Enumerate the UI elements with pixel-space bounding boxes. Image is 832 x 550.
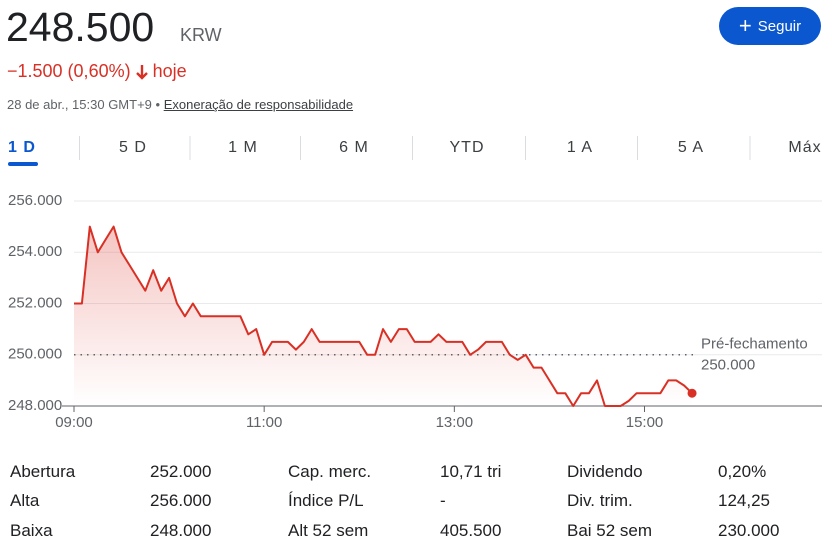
tab[interactable]: 1 A (566, 139, 594, 156)
stat-value: 248.000 (150, 521, 212, 540)
plus-icon: + (738, 13, 752, 38)
price: 248.500 (6, 4, 155, 50)
tab[interactable]: 1 M (228, 139, 258, 156)
x-tick-label: 13:00 (436, 414, 474, 431)
change: −1.500 (0,60%) hoje (7, 61, 187, 82)
tab[interactable]: Máx (788, 139, 822, 156)
stat-label: Índice P/L (288, 491, 364, 510)
stat-value: 10,71 tri (440, 462, 502, 481)
timestamp: 28 de abr., 15:30 GMT+9 • (7, 97, 161, 112)
y-tick-label: 252.000 (8, 294, 62, 311)
disclaimer-link[interactable]: Exoneração de responsabilidade (163, 97, 354, 112)
stat-value: 230.000 (718, 521, 780, 540)
follow-label: Seguir (757, 17, 802, 35)
stat-label: Bai 52 sem (567, 521, 653, 540)
follow-button[interactable]: + Seguir (719, 7, 821, 45)
currency: KRW (180, 25, 222, 45)
stat-value: 405.500 (440, 521, 502, 540)
price-line (74, 225, 693, 407)
x-tick-label: 11:00 (246, 414, 282, 431)
stat-value: 124,25 (718, 491, 770, 510)
tab-indicator (8, 162, 38, 166)
stat-label: Dividendo (567, 462, 643, 481)
x-tick-label: 15:00 (626, 414, 664, 431)
period: hoje (152, 61, 187, 81)
tab[interactable]: 1 D (8, 139, 36, 156)
tab[interactable]: 6 M (339, 139, 369, 156)
down-arrow (135, 64, 148, 80)
area (74, 226, 693, 406)
stat-value: 0,20% (718, 462, 767, 481)
stat-label: Baixa (10, 521, 53, 540)
stat-label: Cap. merc. (288, 462, 372, 481)
tab[interactable]: 5 A (677, 139, 705, 156)
y-tick-label: 250.000 (8, 346, 62, 363)
tab[interactable]: 5 D (119, 139, 147, 156)
x-tick-label: 09:00 (55, 414, 93, 431)
stat-label: Div. trim. (567, 491, 633, 510)
y-tick-label: 254.000 (8, 243, 62, 260)
change-value: −1.500 (0,60%) (7, 61, 131, 81)
tab[interactable]: YTD (449, 139, 485, 156)
previous-close-label: 250.000 (701, 357, 755, 374)
stat-value: - (440, 491, 446, 510)
y-tick-label: 248.000 (8, 397, 62, 414)
stat-label: Abertura (10, 462, 76, 481)
y-tick-label: 256.000 (8, 192, 62, 209)
timestamp-row: 28 de abr., 15:30 GMT+9 • Exoneração de … (7, 97, 353, 112)
stat-value: 252.000 (150, 462, 212, 481)
stat-label: Alt 52 sem (288, 521, 369, 540)
previous-close-name: Pré-fechamento (701, 336, 808, 353)
stat-value: 256.000 (150, 491, 212, 510)
last-point (687, 388, 697, 398)
stat-label: Alta (10, 491, 40, 510)
